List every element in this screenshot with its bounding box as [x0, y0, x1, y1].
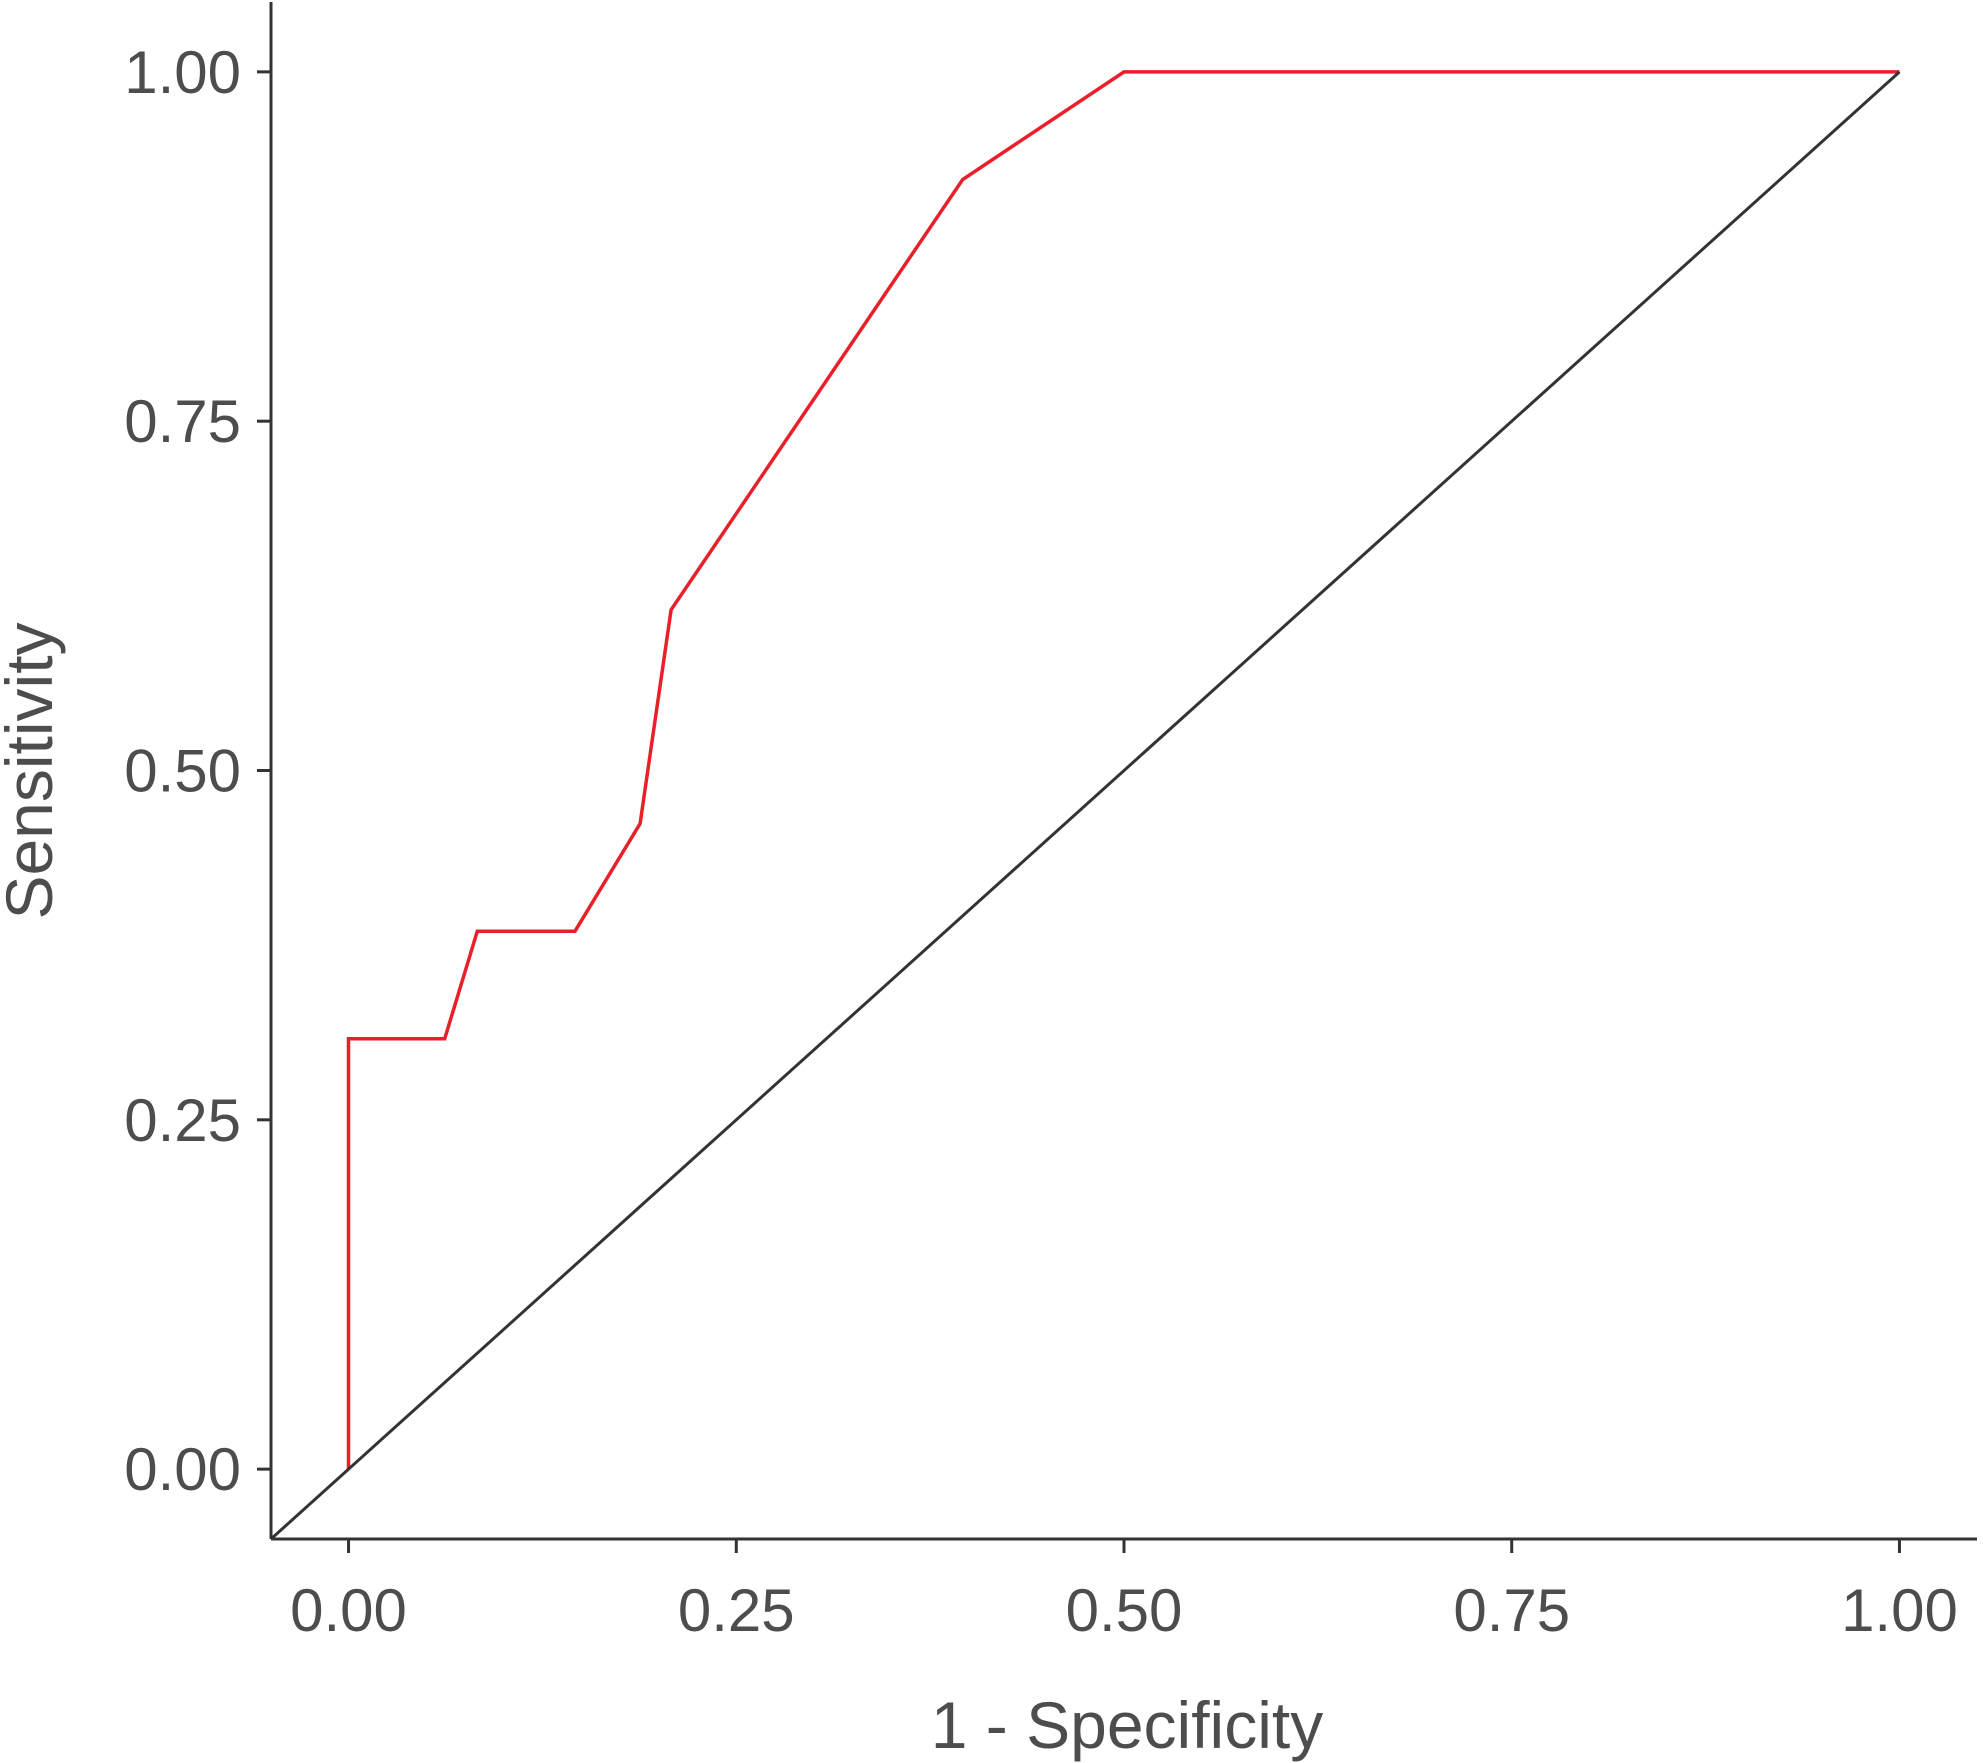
x-tick-label: 0.25 [678, 1577, 795, 1644]
series [269, 70, 1901, 1541]
y-tick-label: 0.25 [124, 1087, 241, 1154]
x-axis-title: 1 - Specificity [931, 1688, 1323, 1762]
roc-curve-line [346, 70, 1900, 1470]
y-tick-label: 0.75 [124, 388, 241, 455]
x-tick-label: 0.50 [1066, 1577, 1183, 1644]
y-tick-label: 0.00 [124, 1436, 241, 1503]
y-tick-label: 1.00 [124, 39, 241, 106]
x-tick-label: 0.00 [290, 1577, 407, 1644]
x-tick-label: 1.00 [1841, 1577, 1958, 1644]
reference-diagonal-line [269, 70, 1901, 1541]
y-axis-title: Sensitivity [0, 622, 66, 919]
ticks: 0.00 0.25 0.50 0.75 1.00 0.00 0.25 0.50 0.75 1.00 [124, 39, 1958, 1644]
y-tick-label: 0.50 [124, 738, 241, 805]
x-tick-label: 0.75 [1453, 1577, 1570, 1644]
